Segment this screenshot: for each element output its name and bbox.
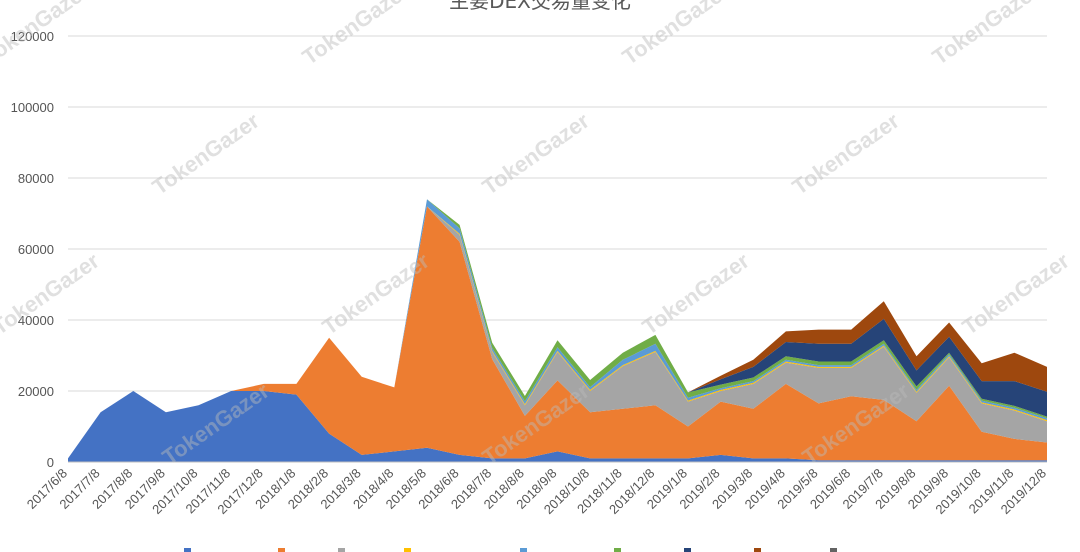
series-area-1 [68,391,1047,462]
watermark-text: TokenGazer [788,108,905,200]
legend-swatch [404,548,411,552]
watermark-text: TokenGazer [618,0,735,70]
y-tick-label: 100000 [11,100,54,115]
watermark-text: TokenGazer [298,0,415,70]
legend-swatch [338,548,345,552]
watermark-text: TokenGazer [148,108,265,200]
x-axis-ticks: 2017/6/82017/7/82017/8/82017/9/82017/10/… [24,466,1049,518]
watermark-text: TokenGazer [638,248,755,340]
y-axis-ticks: 0 20000 40000 60000 80000 100000 120000 [11,29,54,470]
legend-swatch [520,548,527,552]
series-area-2 [68,206,1047,461]
y-tick-label: 0 [47,455,54,470]
chart-title: 主要DEX交易量变化 [449,0,631,13]
legend-swatch [278,548,285,552]
watermark-text: TokenGazer [928,0,1045,70]
series-areas [68,199,1047,462]
legend-swatch [614,548,621,552]
legend-swatch [754,548,761,552]
watermark-text: TokenGazer [478,108,595,200]
y-tick-label: 20000 [18,384,54,399]
legend-swatch [684,548,691,552]
y-tick-label: 120000 [11,29,54,44]
legend [184,548,837,552]
y-tick-label: 60000 [18,242,54,257]
legend-swatch [830,548,837,552]
y-tick-label: 40000 [18,313,54,328]
legend-swatch [184,548,191,552]
watermark-text: TokenGazer [958,248,1075,340]
y-tick-label: 80000 [18,171,54,186]
